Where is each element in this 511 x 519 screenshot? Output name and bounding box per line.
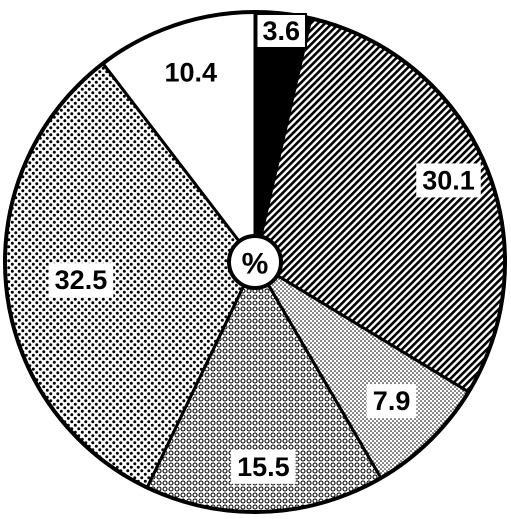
slice-label-background xyxy=(231,449,296,484)
slice-label: 30.1 xyxy=(422,165,475,195)
slice-label: 15.5 xyxy=(237,452,290,482)
slice-label-background xyxy=(158,55,224,90)
slice-label-background xyxy=(416,163,481,198)
center-label: % xyxy=(242,248,269,281)
slice-label-group-15-5: 15.5 xyxy=(231,449,296,484)
slice-label-group-3-6: 3.6 xyxy=(255,12,308,49)
labels-layer: 3.6 30.1 7.9 15.5 32.5 10.4 xyxy=(48,12,481,484)
slice-label-group-10-4: 10.4 xyxy=(158,55,224,90)
center-badge: % xyxy=(227,234,283,290)
slice-label-group-30-1: 30.1 xyxy=(416,163,481,198)
slice-label: 10.4 xyxy=(165,58,218,88)
pie-outline xyxy=(3,10,507,514)
slice-label-background xyxy=(366,384,417,419)
center-circle xyxy=(227,234,283,290)
slice-label: 3.6 xyxy=(262,16,300,46)
slice-label-background xyxy=(255,12,308,49)
slice-label-group-32-5: 32.5 xyxy=(48,263,114,298)
slice-label: 32.5 xyxy=(55,265,108,295)
slice-label-group-7-9: 7.9 xyxy=(366,384,417,419)
slice-label-background xyxy=(48,263,114,298)
slice-label: 7.9 xyxy=(373,386,411,416)
